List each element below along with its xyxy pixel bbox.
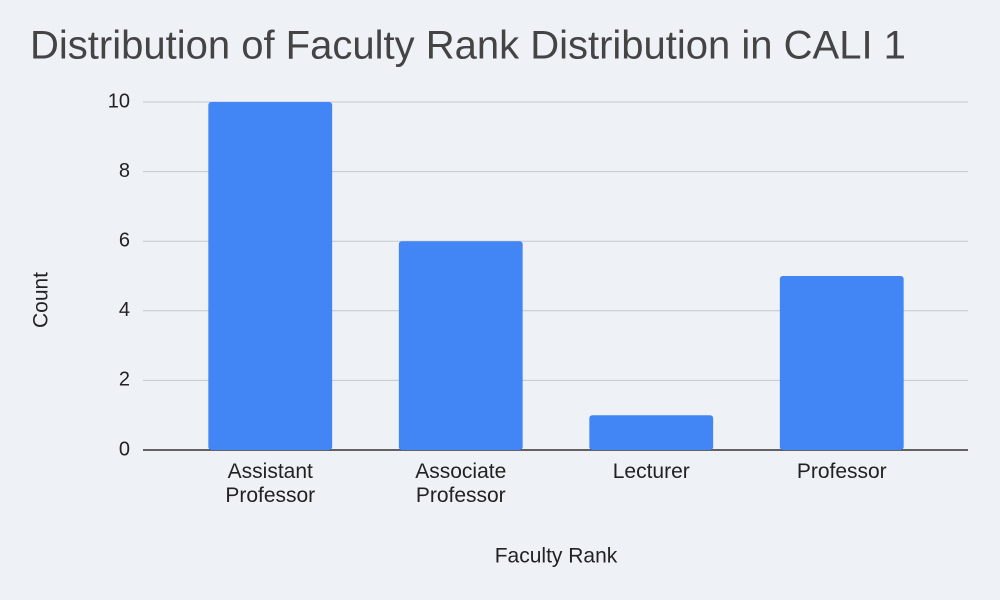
y-axis-title: Count: [30, 272, 53, 328]
bar: [208, 102, 333, 450]
y-tick-label: 2: [119, 369, 130, 391]
bar: [589, 415, 714, 450]
x-tick-label: Assistant Professor: [225, 460, 316, 507]
y-tick-label: 4: [119, 299, 130, 321]
x-tick-label: Lecturer: [612, 460, 690, 483]
y-tick-label: 0: [119, 438, 130, 460]
bar: [398, 241, 523, 450]
bar: [779, 276, 904, 450]
x-axis-title: Faculty Rank: [495, 545, 618, 568]
y-tick-label: 10: [108, 90, 130, 112]
x-tick-label: Professor: [796, 460, 887, 483]
y-tick-label: 8: [119, 160, 130, 182]
chart-title: Distribution of Faculty Rank Distributio…: [30, 24, 906, 68]
x-tick-label: Associate Professor: [415, 460, 507, 507]
y-tick-label: 6: [119, 229, 130, 251]
